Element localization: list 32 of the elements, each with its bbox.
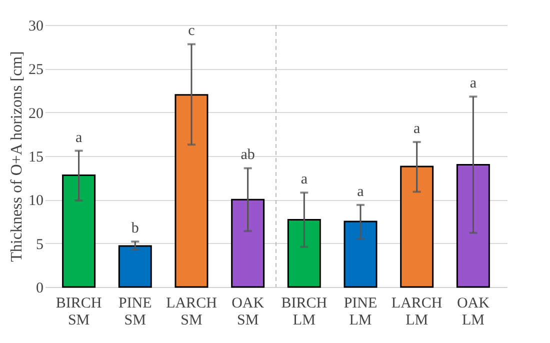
bar: [174, 94, 208, 288]
bar: [62, 174, 96, 288]
y-tick-label: 30: [28, 18, 44, 34]
y-tick-label: 20: [28, 106, 44, 122]
annotation: b: [131, 220, 139, 237]
bar: [456, 164, 490, 288]
x-tick-label: BIRCH LM: [281, 296, 328, 328]
annotation: a: [75, 130, 82, 146]
y-tick-label: 15: [28, 150, 44, 166]
y-tick-label: 0: [36, 280, 44, 296]
y-tick-label: 5: [36, 236, 44, 253]
bar: [287, 219, 321, 288]
bar: [118, 245, 152, 288]
x-tick-label: OAK SM: [232, 296, 264, 328]
bar: [400, 166, 434, 288]
x-tick-label: BIRCH SM: [56, 296, 102, 328]
annotation: a: [470, 76, 477, 92]
bar: [344, 220, 378, 288]
x-tick-label: PINE LM: [344, 296, 378, 328]
x-tick-label: OAK LM: [456, 296, 490, 328]
x-tick-label: PINE SM: [118, 296, 152, 328]
annotation: a: [300, 172, 308, 188]
annotation: a: [414, 121, 421, 138]
annotation: c: [188, 23, 196, 40]
annotation: a: [357, 184, 364, 200]
y-tick-label: 10: [28, 193, 44, 210]
x-tick-label: LARCH SM: [166, 296, 218, 328]
y-axis-title: Thickness of O+A horizons [cm]: [8, 51, 26, 262]
x-tick-label: LARCH LM: [391, 296, 442, 328]
bar: [231, 198, 265, 288]
y-tick-label: 25: [28, 62, 44, 78]
annotation: ab: [240, 147, 255, 164]
